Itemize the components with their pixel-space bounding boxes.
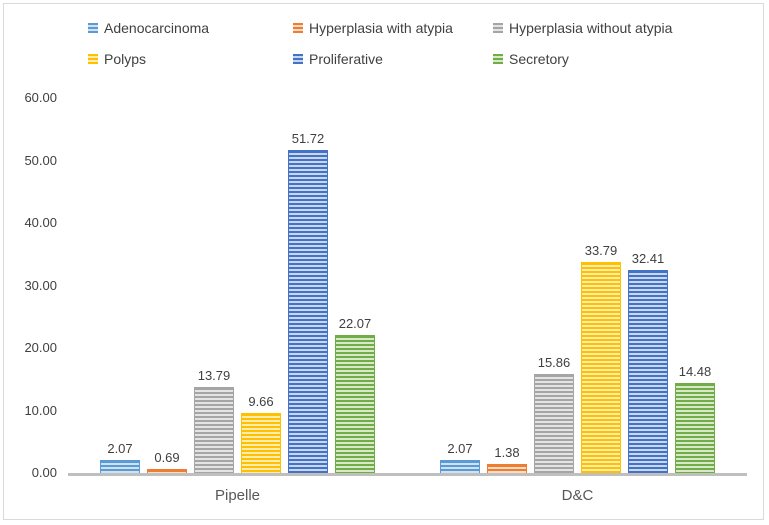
bar (440, 460, 480, 473)
bar-slot: 33.79 (581, 243, 621, 473)
legend-label: Hyperplasia with atypia (309, 20, 453, 36)
category-label: Pipelle (214, 487, 261, 504)
bar-slot: 32.41 (628, 251, 668, 473)
bar-value-label: 1.38 (494, 445, 520, 461)
y-tick-label: 60.00 (24, 90, 57, 105)
y-tick-label: 40.00 (24, 215, 57, 230)
bar-slot: 14.48 (675, 363, 715, 473)
bar (487, 464, 527, 473)
bar (288, 149, 328, 473)
y-tick-label: 0.00 (31, 465, 57, 480)
legend-swatch-icon (493, 54, 503, 64)
bar (581, 261, 621, 473)
y-tick-label: 20.00 (24, 340, 57, 355)
bar-value-label: 32.41 (631, 251, 665, 267)
legend-item: Secretory (493, 51, 758, 67)
bar-value-label: 9.66 (248, 393, 274, 409)
bar (534, 373, 574, 473)
bar-slot: 2.07 (440, 441, 480, 473)
bar-value-label: 14.48 (678, 363, 712, 379)
bar-value-label: 2.07 (447, 441, 473, 457)
bar-value-label: 13.79 (197, 367, 231, 383)
legend-swatch-icon (293, 54, 303, 64)
bar-slot: 0.69 (147, 450, 187, 473)
legend-item: Hyperplasia without atypia (493, 20, 758, 36)
bar-group-d-c: 2.07 1.38 15.86 33.79 32.41 14.48 (440, 98, 715, 473)
legend-item: Hyperplasia with atypia (293, 20, 493, 36)
bar-value-label: 22.07 (338, 316, 372, 332)
legend-label: Polyps (104, 51, 147, 67)
y-tick-label: 30.00 (24, 277, 57, 293)
chart-legend: Adenocarcinoma Hyperplasia with atypia Hyp… (88, 20, 758, 67)
legend-label: Proliferative (309, 51, 383, 67)
bar-value-label: 2.07 (107, 441, 133, 457)
bar-slot: 51.72 (288, 131, 328, 473)
bar-slot: 15.86 (534, 355, 574, 473)
y-tick-label: 10.00 (24, 402, 57, 418)
legend-item: Proliferative (293, 51, 493, 67)
bar-slot: 2.07 (100, 441, 140, 473)
legend-swatch-icon (493, 23, 503, 33)
legend-swatch-icon (293, 23, 303, 33)
bar-value-label: 15.86 (537, 354, 571, 370)
bar-value-label: 0.69 (154, 449, 180, 465)
x-axis-line (68, 473, 747, 476)
bar-value-label: 51.72 (291, 130, 325, 146)
legend-item: Polyps (88, 51, 293, 67)
legend-label: Adenocarcinoma (104, 20, 210, 36)
bar-value-label: 33.79 (584, 242, 618, 258)
category-label: D&C (561, 487, 594, 504)
bar-slot: 13.79 (194, 368, 234, 473)
bar-slot: 9.66 (241, 394, 281, 473)
legend-label: Hyperplasia without atypia (509, 20, 673, 36)
legend-item: Adenocarcinoma (88, 20, 293, 36)
y-tick-label: 50.00 (24, 152, 57, 168)
bar-slot: 1.38 (487, 445, 527, 473)
bar (628, 270, 668, 473)
bar (241, 412, 281, 473)
bar (147, 468, 187, 473)
bar (194, 386, 234, 473)
bar-group-pipelle: 2.07 0.69 13.79 9.66 51.72 22.07 (100, 98, 375, 473)
bar-slot: 22.07 (335, 316, 375, 473)
legend-label: Secretory (509, 51, 569, 67)
bar (100, 460, 140, 473)
bar (335, 335, 375, 473)
bar (675, 382, 715, 473)
legend-swatch-icon (88, 23, 98, 33)
legend-swatch-icon (88, 54, 98, 64)
